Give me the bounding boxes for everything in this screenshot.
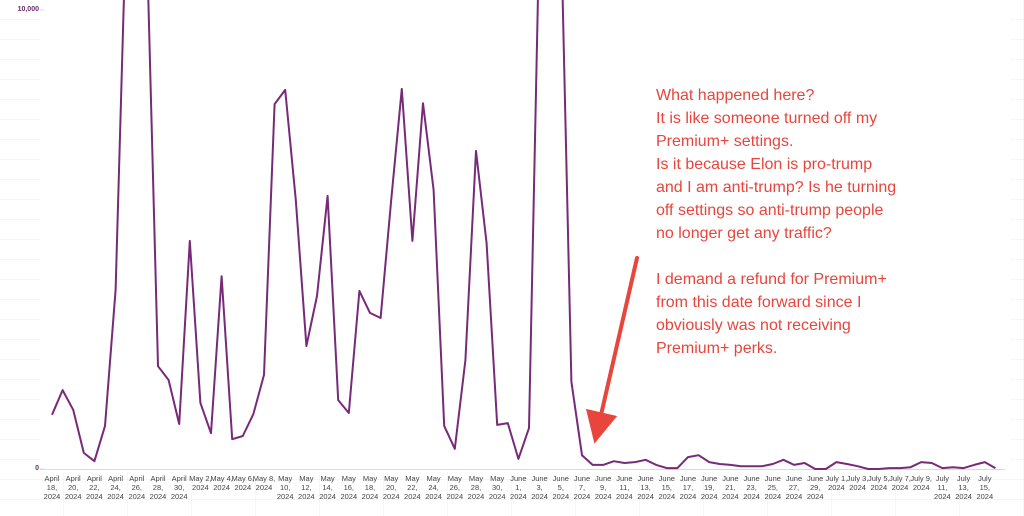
x-tick-label: May 26, 2024: [446, 474, 464, 501]
x-tick-label: July 1, 2024: [825, 474, 848, 492]
x-tick-label: June 27, 2024: [785, 474, 803, 501]
x-tick-label: June 17, 2024: [679, 474, 697, 501]
x-tick-label: June 23, 2024: [743, 474, 760, 501]
x-tick-label: July 13, 2024: [955, 474, 972, 501]
x-tick-label: May 2, 2024: [189, 474, 212, 492]
x-tick-label: June 11, 2024: [616, 474, 633, 501]
x-tick-label: June 29, 2024: [806, 474, 824, 501]
x-tick-label: June 25, 2024: [764, 474, 782, 501]
x-tick-label: April 18, 2024: [43, 474, 61, 501]
arrow: [585, 256, 639, 444]
x-tick-label: April 20, 2024: [64, 474, 82, 501]
x-tick-label: May 20, 2024: [382, 474, 400, 501]
x-tick-label: May 4, 2024: [210, 474, 233, 492]
annotation-line: and I am anti-trump? Is he turning: [656, 179, 897, 196]
annotation-line: Premium+ perks.: [656, 340, 778, 357]
x-tick-label: May 22, 2024: [404, 474, 421, 501]
annotation-line: I demand a refund for Premium+: [656, 271, 887, 288]
x-tick-label: April 24, 2024: [107, 474, 124, 501]
x-tick-label: July 7, 2024: [889, 474, 911, 492]
annotation-line: What happened here?: [656, 87, 815, 104]
x-tick-label: May 6, 2024: [231, 474, 255, 492]
x-tick-label: May 12, 2024: [298, 474, 315, 501]
annotation-paragraph: I demand a refund for Premium+ from this …: [656, 268, 896, 360]
x-tick-label: July 9, 2024: [910, 474, 933, 492]
x-tick-label: April 30, 2024: [170, 474, 188, 501]
x-tick-label: June 19, 2024: [700, 474, 718, 501]
x-tick-label: April 22, 2024: [86, 474, 103, 501]
annotation-line: Is it because Elon is pro-trump: [656, 156, 873, 173]
x-tick-label: June 13, 2024: [637, 474, 654, 501]
x-tick-label: May 30, 2024: [488, 474, 506, 501]
annotation: What happened here? It is like someone tu…: [656, 84, 896, 383]
x-tick-label: July 11, 2024: [934, 474, 951, 501]
x-tick-label: May 24, 2024: [425, 474, 442, 501]
x-tick-label: June 3, 2024: [531, 474, 548, 501]
x-tick-label: June 1, 2024: [510, 474, 527, 501]
annotation-line: It is like someone turned off my: [656, 110, 878, 127]
x-tick-label: June 15, 2024: [658, 474, 676, 501]
x-tick-label: May 16, 2024: [340, 474, 358, 501]
y-tick-label: 10,000: [17, 6, 39, 13]
x-tick-label: June 7, 2024: [573, 474, 591, 501]
x-tick-label: July 5, 2024: [867, 474, 890, 492]
x-tick-label: April 28, 2024: [149, 474, 167, 501]
x-tick-label: July 3, 2024: [846, 474, 869, 492]
x-tick-label: July 15, 2024: [976, 474, 994, 501]
x-tick-label: June 5, 2024: [552, 474, 570, 501]
x-tick-label: April 26, 2024: [128, 474, 146, 501]
x-tick-label: May 14, 2024: [319, 474, 336, 501]
x-tick-label: June 9, 2024: [594, 474, 612, 501]
data-line: [51, 0, 996, 470]
plot-area: [40, 0, 1010, 472]
x-tick-label: June 21, 2024: [722, 474, 739, 501]
x-tick-label: May 8, 2024: [252, 474, 276, 492]
annotation-line: no longer get any traffic?: [656, 225, 832, 242]
annotation-line: from this date forward since I: [656, 294, 862, 311]
annotation-line: off settings so anti-trump people: [656, 202, 884, 219]
y-tick-label: 0: [35, 465, 39, 472]
x-tick-label: May 18, 2024: [361, 474, 379, 501]
x-tick-label: May 28, 2024: [467, 474, 485, 501]
x-tick-label: May 10, 2024: [276, 474, 294, 501]
annotation-line: Premium+ settings.: [656, 133, 794, 150]
annotation-paragraph: What happened here? It is like someone tu…: [656, 84, 896, 245]
annotation-line: obviously was not receiving: [656, 317, 851, 334]
